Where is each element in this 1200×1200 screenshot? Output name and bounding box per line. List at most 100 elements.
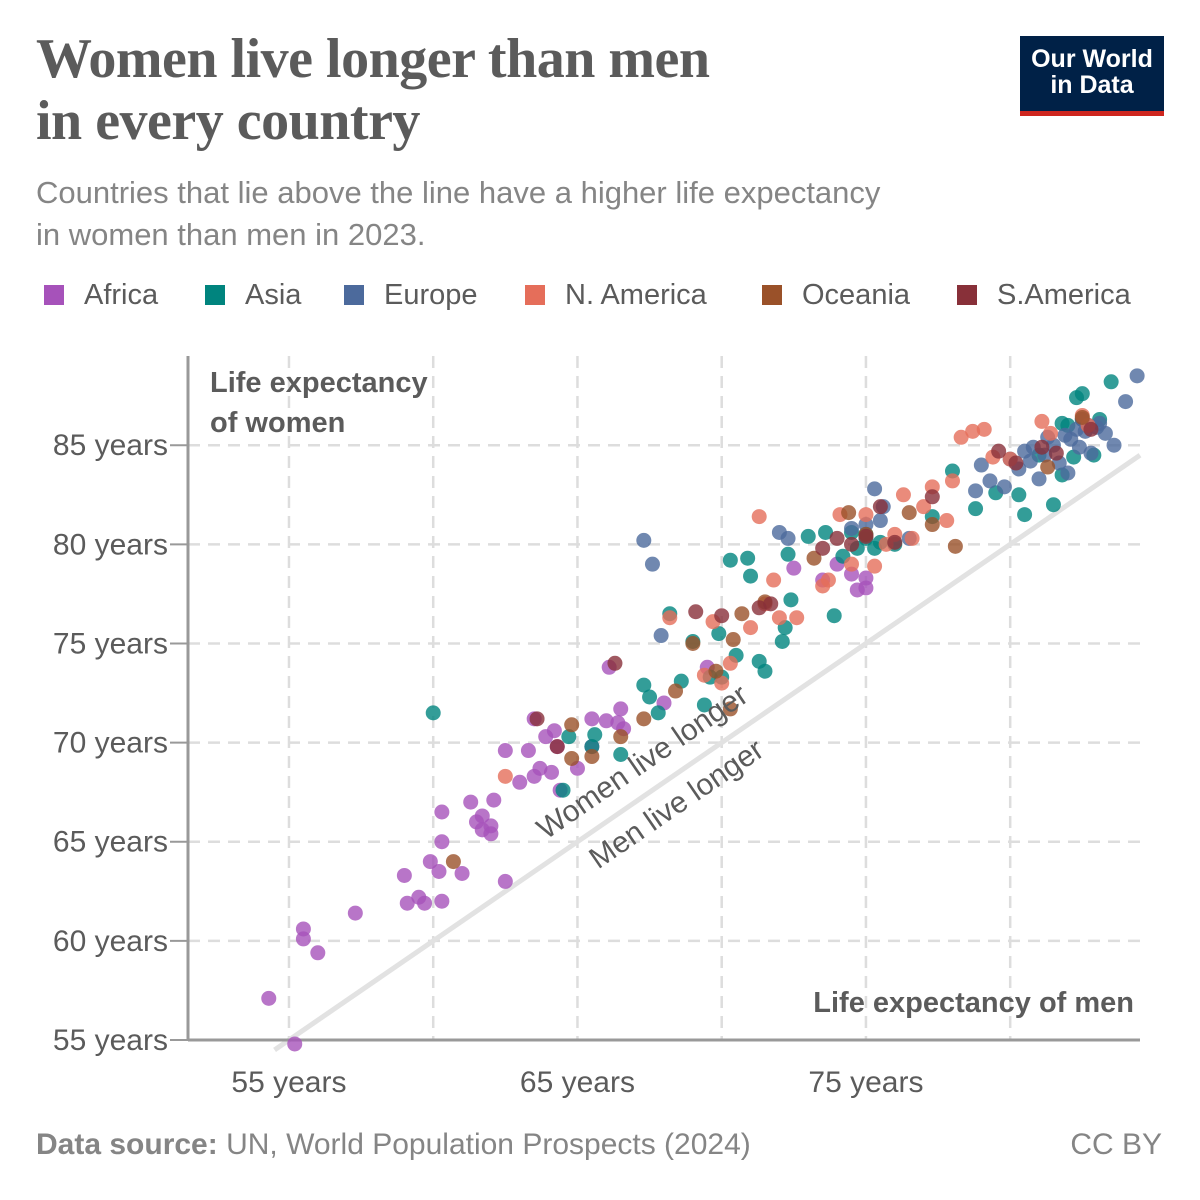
data-point-africa[interactable] [295, 931, 311, 947]
data-point-asia[interactable] [561, 729, 577, 745]
data-point-europe[interactable] [996, 479, 1012, 495]
data-point-oceania[interactable] [722, 701, 738, 717]
data-point-s-america[interactable] [1034, 439, 1050, 455]
data-point-oceania[interactable] [734, 606, 750, 622]
data-point-asia[interactable] [711, 626, 727, 642]
data-point-europe[interactable] [973, 457, 989, 473]
data-point-asia[interactable] [1074, 386, 1090, 402]
data-point-europe[interactable] [1129, 368, 1145, 384]
data-point-asia[interactable] [642, 689, 658, 705]
data-point-n-america[interactable] [953, 429, 969, 445]
data-point-africa[interactable] [454, 865, 470, 881]
data-point-europe[interactable] [1071, 439, 1087, 455]
data-point-europe[interactable] [653, 628, 669, 644]
data-point-n-america[interactable] [939, 513, 955, 529]
data-point-asia[interactable] [425, 705, 441, 721]
data-point-oceania[interactable] [924, 517, 940, 533]
data-point-oceania[interactable] [564, 750, 580, 766]
owid-logo[interactable]: Our World in Data [1020, 36, 1164, 116]
data-point-s-america[interactable] [858, 528, 874, 544]
data-point-oceania[interactable] [806, 550, 822, 566]
data-point-europe[interactable] [844, 520, 860, 536]
data-point-s-america[interactable] [763, 596, 779, 612]
data-point-n-america[interactable] [497, 768, 513, 784]
data-point-n-america[interactable] [789, 610, 805, 626]
data-point-africa[interactable] [598, 713, 614, 729]
data-point-asia[interactable] [743, 568, 759, 584]
data-point-africa[interactable] [497, 743, 513, 759]
data-point-asia[interactable] [650, 705, 666, 721]
data-point-s-america[interactable] [1083, 421, 1099, 437]
data-point-asia[interactable] [774, 633, 790, 649]
data-point-europe[interactable] [872, 513, 888, 529]
data-point-africa[interactable] [310, 945, 326, 961]
data-point-n-america[interactable] [895, 487, 911, 503]
data-point-oceania[interactable] [708, 663, 724, 679]
data-point-europe[interactable] [1097, 425, 1113, 441]
data-point-africa[interactable] [422, 854, 438, 870]
data-point-europe[interactable] [1106, 437, 1122, 453]
data-point-africa[interactable] [434, 834, 450, 850]
data-point-n-america[interactable] [722, 655, 738, 671]
data-point-asia[interactable] [968, 501, 984, 517]
data-point-asia[interactable] [757, 663, 773, 679]
data-point-oceania[interactable] [901, 505, 917, 521]
data-point-asia[interactable] [780, 546, 796, 562]
data-point-africa[interactable] [486, 792, 502, 808]
data-point-s-america[interactable] [844, 536, 860, 552]
data-point-africa[interactable] [434, 893, 450, 909]
data-point-oceania[interactable] [685, 635, 701, 651]
data-point-oceania[interactable] [947, 538, 963, 554]
data-point-africa[interactable] [512, 774, 528, 790]
data-point-s-america[interactable] [1048, 445, 1064, 461]
data-point-s-america[interactable] [1008, 455, 1024, 471]
data-point-n-america[interactable] [820, 572, 836, 588]
data-point-n-america[interactable] [867, 558, 883, 574]
data-point-africa[interactable] [396, 867, 412, 883]
data-point-n-america[interactable] [1034, 413, 1050, 429]
data-point-s-america[interactable] [872, 499, 888, 515]
data-point-asia[interactable] [1103, 374, 1119, 390]
data-point-europe[interactable] [1060, 465, 1076, 481]
data-point-africa[interactable] [463, 794, 479, 810]
data-point-asia[interactable] [826, 608, 842, 624]
data-point-africa[interactable] [261, 990, 277, 1006]
data-point-asia[interactable] [555, 782, 571, 798]
data-point-africa[interactable] [399, 895, 415, 911]
data-point-europe[interactable] [636, 532, 652, 548]
data-point-asia[interactable] [1054, 415, 1070, 431]
data-point-africa[interactable] [546, 723, 562, 739]
data-point-africa[interactable] [287, 1036, 303, 1052]
data-point-s-america[interactable] [829, 530, 845, 546]
data-point-asia[interactable] [696, 697, 712, 713]
data-point-oceania[interactable] [564, 717, 580, 733]
data-point-asia[interactable] [783, 592, 799, 608]
data-point-n-america[interactable] [751, 509, 767, 525]
data-point-europe[interactable] [1118, 394, 1134, 410]
data-source-text[interactable]: UN, World Population Prospects (2024) [226, 1128, 751, 1161]
data-point-s-america[interactable] [815, 540, 831, 556]
data-point-europe[interactable] [1083, 445, 1099, 461]
data-point-n-america[interactable] [965, 423, 981, 439]
data-point-africa[interactable] [474, 808, 490, 824]
data-point-africa[interactable] [520, 743, 536, 759]
data-point-europe[interactable] [780, 530, 796, 546]
data-point-s-america[interactable] [924, 489, 940, 505]
data-point-asia[interactable] [722, 552, 738, 568]
data-point-europe[interactable] [982, 473, 998, 489]
data-point-n-america[interactable] [916, 499, 932, 515]
data-point-oceania[interactable] [613, 729, 629, 745]
data-point-africa[interactable] [543, 764, 559, 780]
data-point-europe[interactable] [1022, 453, 1038, 469]
data-point-n-america[interactable] [696, 667, 712, 683]
data-point-asia[interactable] [818, 524, 834, 540]
data-point-europe[interactable] [968, 483, 984, 499]
data-point-s-america[interactable] [714, 608, 730, 624]
data-point-n-america[interactable] [858, 507, 874, 523]
data-point-oceania[interactable] [636, 711, 652, 727]
data-point-africa[interactable] [483, 818, 499, 834]
data-point-oceania[interactable] [725, 632, 741, 648]
data-point-n-america[interactable] [662, 610, 678, 626]
data-point-n-america[interactable] [743, 620, 759, 636]
data-point-europe[interactable] [644, 556, 660, 572]
